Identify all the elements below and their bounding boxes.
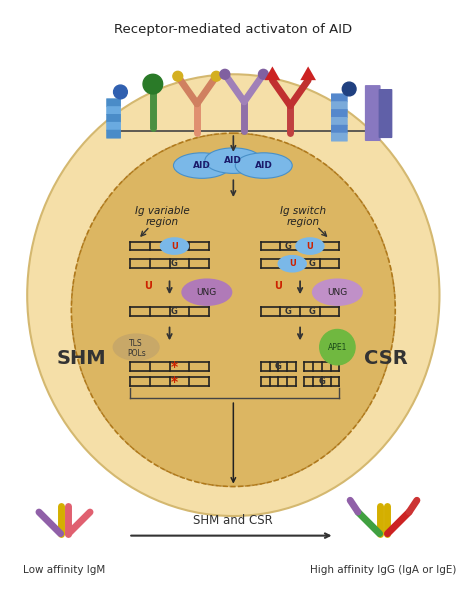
Ellipse shape bbox=[173, 153, 230, 178]
Text: High affinity IgG (IgA or IgE): High affinity IgG (IgA or IgE) bbox=[310, 565, 457, 575]
Text: Low affinity IgM: Low affinity IgM bbox=[23, 565, 106, 575]
Text: Receptor-mediated activaton of AID: Receptor-mediated activaton of AID bbox=[114, 23, 352, 36]
Circle shape bbox=[211, 71, 221, 81]
Text: G: G bbox=[171, 307, 178, 316]
Text: AID: AID bbox=[255, 161, 273, 170]
Text: G: G bbox=[309, 259, 315, 268]
Circle shape bbox=[114, 85, 128, 99]
Text: SHM: SHM bbox=[56, 350, 106, 368]
Text: Ig variable
region: Ig variable region bbox=[135, 206, 190, 227]
FancyBboxPatch shape bbox=[331, 109, 348, 118]
Text: G: G bbox=[285, 307, 292, 316]
FancyArrowPatch shape bbox=[231, 403, 236, 482]
Circle shape bbox=[143, 74, 163, 94]
Text: U: U bbox=[144, 281, 152, 291]
Ellipse shape bbox=[235, 153, 292, 178]
Ellipse shape bbox=[160, 237, 189, 255]
Text: U: U bbox=[274, 281, 283, 291]
Text: G: G bbox=[171, 259, 178, 268]
Text: U: U bbox=[171, 241, 178, 250]
Polygon shape bbox=[301, 67, 316, 80]
Text: U: U bbox=[307, 241, 313, 250]
Ellipse shape bbox=[312, 278, 363, 306]
Text: G: G bbox=[285, 241, 292, 250]
Text: G: G bbox=[275, 362, 282, 371]
FancyBboxPatch shape bbox=[331, 125, 348, 134]
FancyBboxPatch shape bbox=[106, 99, 121, 107]
FancyBboxPatch shape bbox=[331, 117, 348, 126]
FancyBboxPatch shape bbox=[379, 89, 392, 138]
Ellipse shape bbox=[182, 278, 232, 306]
Text: TLS: TLS bbox=[129, 339, 143, 348]
Text: G: G bbox=[318, 377, 325, 386]
Ellipse shape bbox=[72, 133, 395, 486]
Circle shape bbox=[258, 70, 268, 79]
Text: G: G bbox=[309, 307, 315, 316]
Text: *: * bbox=[171, 374, 178, 388]
Text: POLs: POLs bbox=[127, 348, 146, 358]
Text: SHM and CSR: SHM and CSR bbox=[193, 514, 273, 528]
FancyBboxPatch shape bbox=[331, 93, 348, 102]
Text: U: U bbox=[289, 259, 296, 268]
Text: APE1: APE1 bbox=[328, 342, 347, 352]
Ellipse shape bbox=[277, 255, 307, 273]
Text: CSR: CSR bbox=[364, 350, 407, 368]
Circle shape bbox=[220, 70, 230, 79]
Text: AID: AID bbox=[193, 161, 211, 170]
FancyBboxPatch shape bbox=[331, 132, 348, 142]
Circle shape bbox=[320, 330, 355, 365]
Text: *: * bbox=[171, 360, 178, 374]
FancyBboxPatch shape bbox=[106, 106, 121, 115]
Text: UNG: UNG bbox=[197, 288, 217, 296]
FancyBboxPatch shape bbox=[365, 85, 381, 141]
Ellipse shape bbox=[113, 333, 160, 361]
FancyBboxPatch shape bbox=[106, 122, 121, 131]
Ellipse shape bbox=[295, 237, 325, 255]
Ellipse shape bbox=[205, 148, 262, 174]
Text: AID: AID bbox=[224, 156, 242, 165]
FancyBboxPatch shape bbox=[331, 101, 348, 110]
Polygon shape bbox=[264, 67, 280, 80]
Ellipse shape bbox=[27, 74, 439, 516]
FancyBboxPatch shape bbox=[106, 129, 121, 139]
Circle shape bbox=[342, 82, 356, 96]
Text: Ig switch
region: Ig switch region bbox=[280, 206, 326, 227]
FancyBboxPatch shape bbox=[106, 114, 121, 123]
Circle shape bbox=[173, 71, 182, 81]
Text: UNG: UNG bbox=[327, 288, 347, 296]
